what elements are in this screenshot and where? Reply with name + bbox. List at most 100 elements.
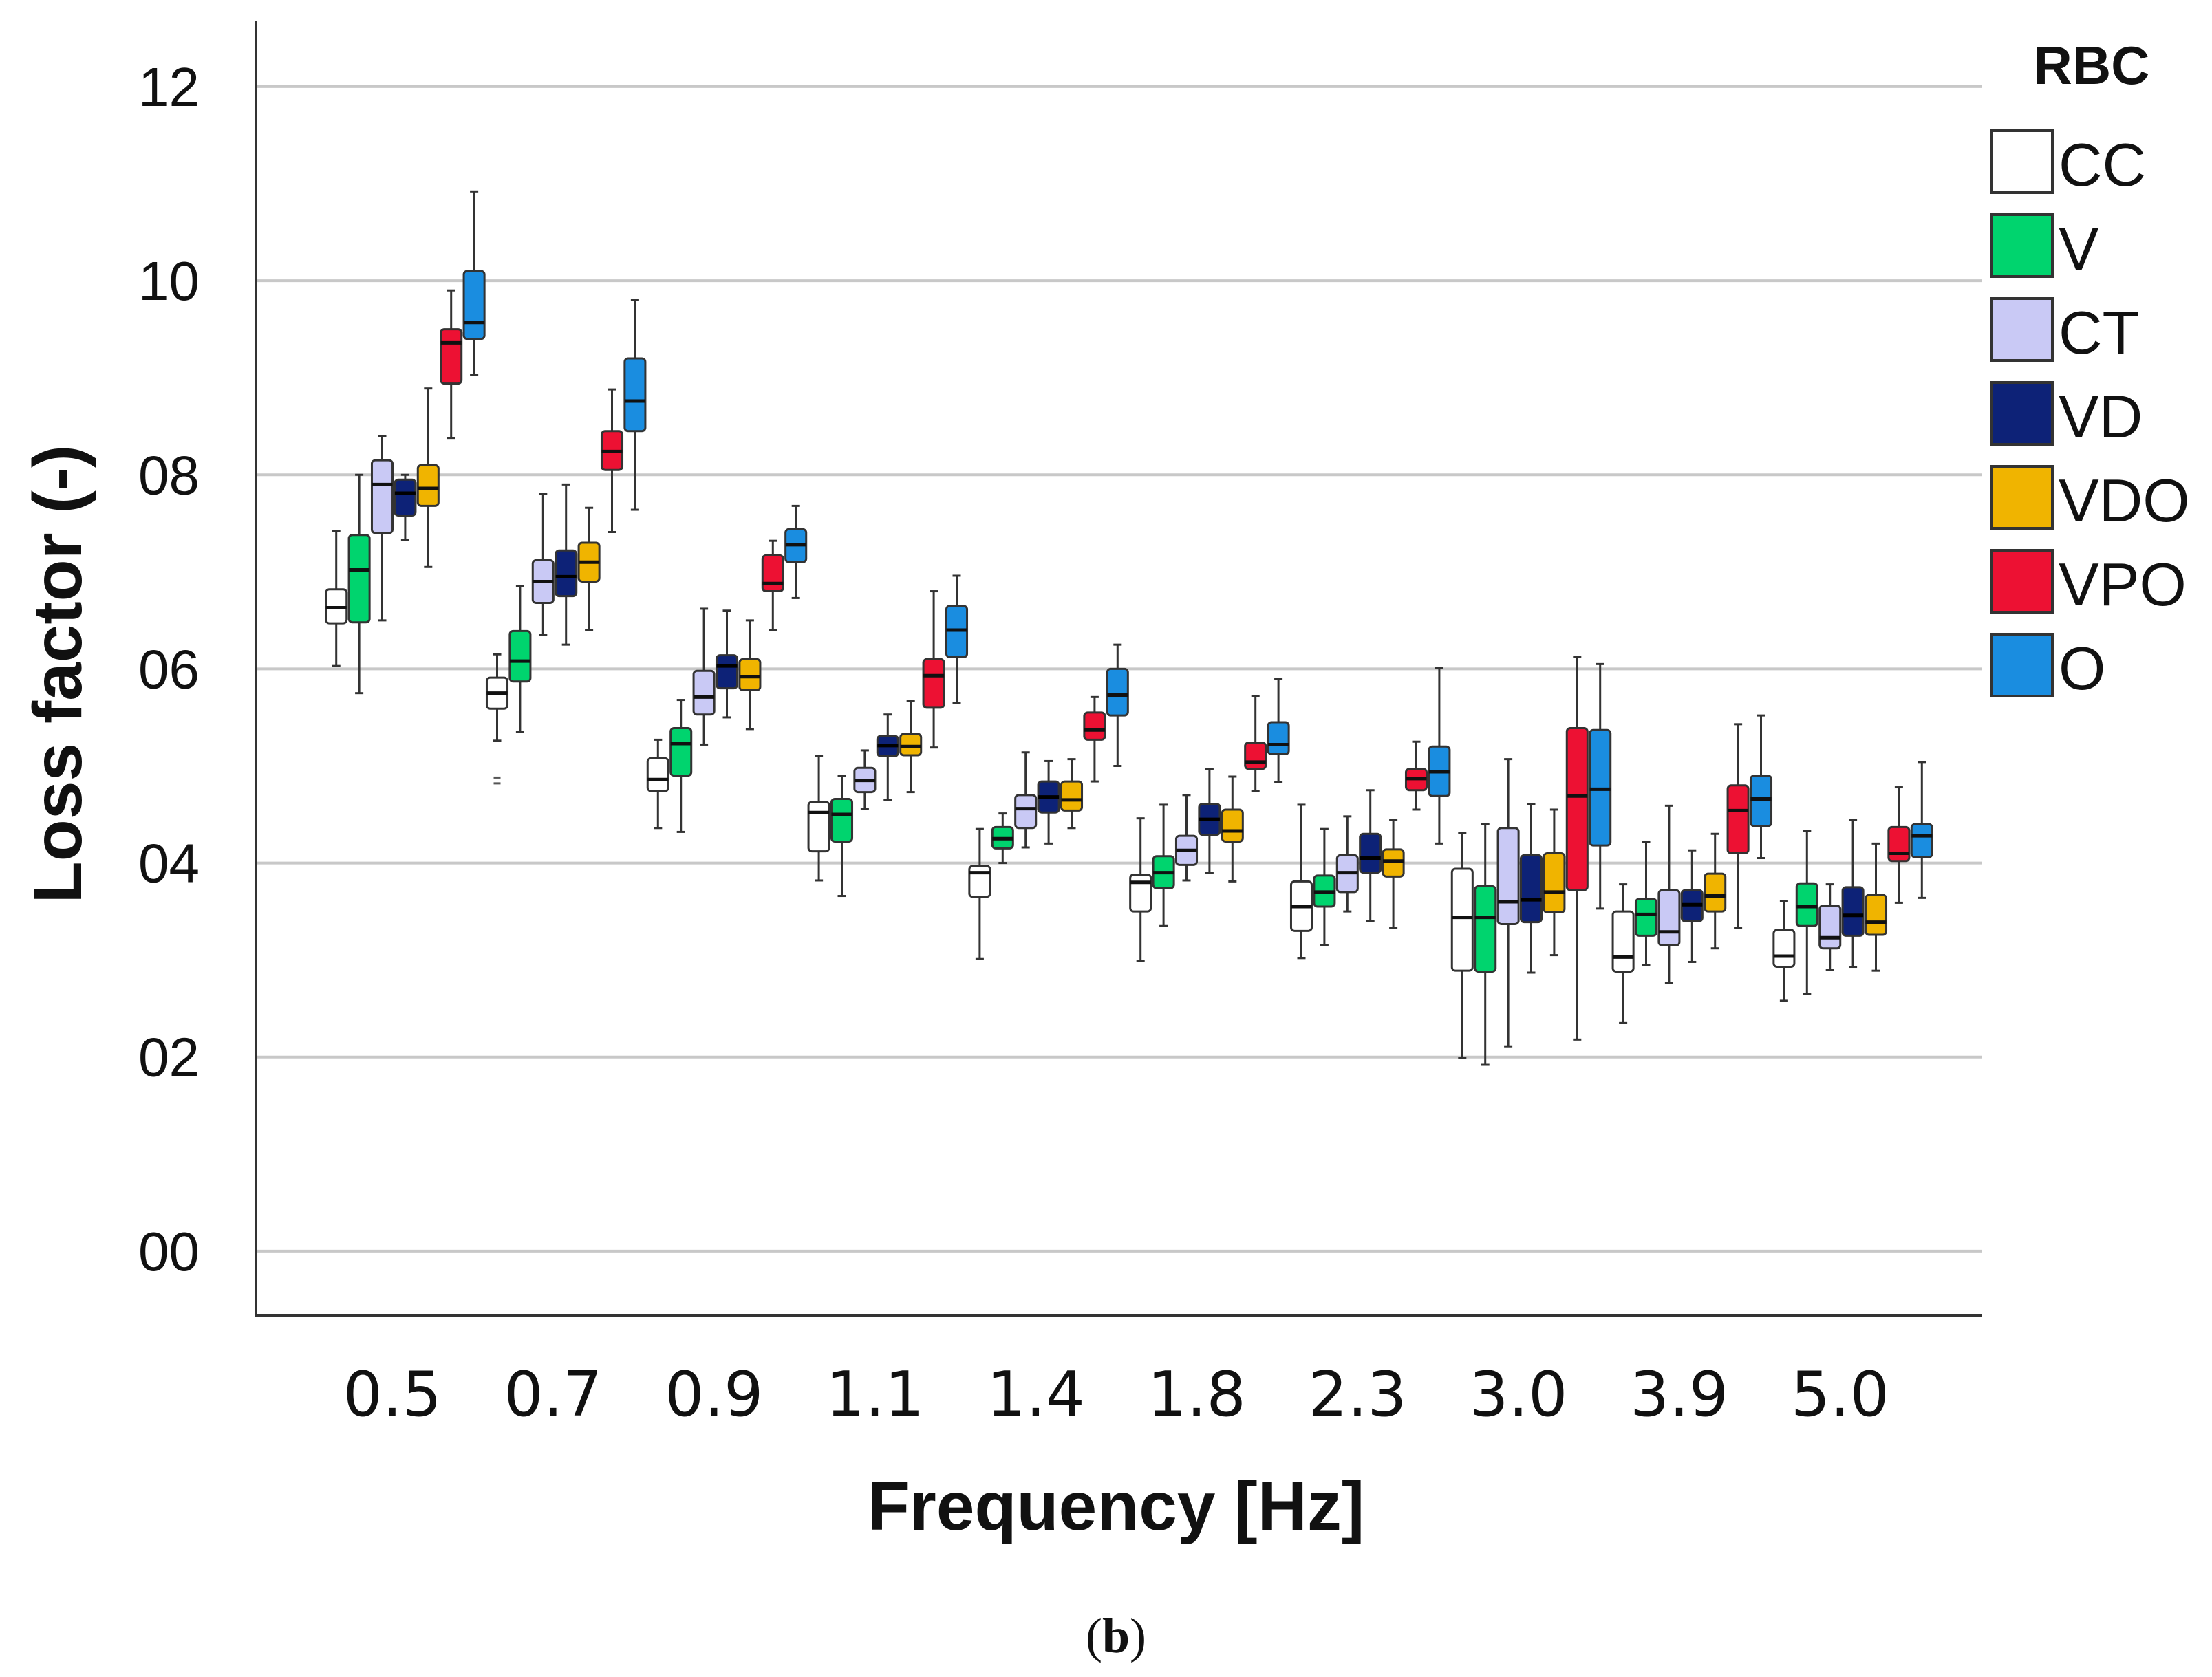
y-tick-labels: 00 02 04 06 08 10 12 <box>138 56 200 1282</box>
legend-item-o: O <box>1990 633 2105 702</box>
box-cc-0-9 <box>646 738 669 830</box>
legend-label-v: V <box>2059 215 2099 283</box>
box-o-1-4 <box>1106 643 1129 767</box>
box-vd-0-7 <box>555 483 578 646</box>
box-vpo-0-9 <box>761 539 784 631</box>
legend-swatch-v <box>1990 213 2054 278</box>
iqr-box-cc-1-1 <box>807 801 830 853</box>
legend-label-o: O <box>2059 634 2105 702</box>
box-ct-2-3 <box>1335 815 1359 913</box>
box-o-1-1 <box>945 574 969 704</box>
box-ct-0-5 <box>370 435 394 622</box>
x-tick-label-0-7: 0.7 <box>504 1359 602 1431</box>
legend-swatch-o <box>1990 633 2054 697</box>
box-vd-1-1 <box>876 713 899 801</box>
box-cc-0-7 <box>485 653 509 785</box>
y-tick-label-04: 04 <box>138 833 200 894</box>
box-v-1-1 <box>830 775 854 898</box>
box-vd-2-3 <box>1359 789 1382 922</box>
iqr-box-vpo-0-5 <box>440 328 463 385</box>
iqr-box-o-0-7 <box>623 357 647 433</box>
box-vpo-1-4 <box>1083 695 1106 783</box>
box-vpo-1-8 <box>1244 695 1267 792</box>
iqr-box-ct-3-9 <box>1657 889 1681 946</box>
box-vd-0-9 <box>715 609 739 719</box>
x-tick-labels: 0.5 0.7 0.9 1.1 1.4 1.8 2.3 3.0 3.9 5.0 <box>343 1359 1889 1431</box>
box-v-0-5 <box>347 473 371 695</box>
box-vd-0-5 <box>394 473 417 541</box>
iqr-box-vdo-0-5 <box>416 464 440 507</box>
x-tick-label-1-4: 1.4 <box>987 1359 1085 1431</box>
iqr-box-ct-5-0 <box>1818 905 1842 950</box>
box-ct-1-4 <box>1014 751 1038 849</box>
iqr-box-vdo-0-9 <box>738 658 762 691</box>
box-plot-marks <box>325 190 1933 1066</box>
iqr-box-vdo-3-9 <box>1704 872 1727 913</box>
iqr-box-vdo-3-0 <box>1543 852 1566 914</box>
box-cc-0-5 <box>325 530 348 667</box>
legend-swatch-vd <box>1990 381 2054 446</box>
box-cc-1-1 <box>807 755 830 882</box>
x-tick-label-1-1: 1.1 <box>826 1359 924 1431</box>
iqr-box-vpo-3-0 <box>1565 726 1589 891</box>
iqr-box-cc-5-0 <box>1772 929 1796 969</box>
iqr-box-cc-1-8 <box>1129 873 1152 913</box>
x-tick-label-0-5: 0.5 <box>343 1359 442 1431</box>
iqr-box-vd-5-0 <box>1841 886 1865 937</box>
iqr-box-cc-0-9 <box>646 757 669 792</box>
box-vpo-1-1 <box>922 590 945 749</box>
iqr-box-vpo-1-4 <box>1083 711 1106 741</box>
iqr-box-o-0-5 <box>462 270 486 340</box>
box-vd-3-9 <box>1680 849 1704 963</box>
iqr-box-v-0-7 <box>508 629 532 683</box>
iqr-box-vd-3-0 <box>1519 854 1543 924</box>
iqr-box-vpo-0-9 <box>761 554 784 593</box>
box-v-1-4 <box>991 812 1014 865</box>
box-ct-1-1 <box>853 749 877 810</box>
y-tick-label-02: 02 <box>138 1027 200 1088</box>
box-vdo-0-7 <box>577 506 601 631</box>
iqr-box-o-1-8 <box>1267 721 1290 756</box>
box-cc-5-0 <box>1772 900 1796 1002</box>
box-vdo-1-8 <box>1221 775 1244 883</box>
box-v-0-9 <box>669 699 693 833</box>
y-tick-label-08: 08 <box>138 444 200 506</box>
iqr-box-vd-0-5 <box>394 478 417 517</box>
box-o-0-7 <box>623 299 647 511</box>
figure-caption: (b) <box>1086 1608 1146 1663</box>
x-tick-label-3-9: 3.9 <box>1630 1359 1728 1431</box>
box-cc-3-0 <box>1450 832 1474 1059</box>
box-vdo-1-1 <box>899 700 923 794</box>
iqr-box-ct-3-0 <box>1496 827 1520 925</box>
box-vdo-3-9 <box>1704 832 1727 950</box>
x-tick-label-2-3: 2.3 <box>1308 1359 1406 1431</box>
box-vdo-1-4 <box>1060 758 1084 830</box>
box-ct-3-9 <box>1657 804 1681 985</box>
iqr-box-ct-0-5 <box>370 459 394 534</box>
box-vpo-0-7 <box>600 388 624 533</box>
caption-open-paren: ( <box>1086 1608 1102 1663</box>
legend: RBC CC V CT VD VDO VPO O <box>1990 35 2190 702</box>
iqr-box-o-1-4 <box>1106 667 1129 717</box>
box-v-2-3 <box>1313 827 1336 946</box>
box-vdo-3-0 <box>1543 808 1566 957</box>
legend-item-ct: CT <box>1990 297 2139 367</box>
iqr-box-o-3-9 <box>1749 775 1773 827</box>
box-v-0-7 <box>508 585 532 733</box>
legend-label-vdo: VDO <box>2059 466 2190 534</box>
box-vd-1-4 <box>1037 759 1060 845</box>
box-vdo-0-5 <box>416 387 440 568</box>
iqr-box-v-3-9 <box>1634 898 1658 937</box>
iqr-box-vpo-3-9 <box>1726 784 1750 854</box>
box-o-1-8 <box>1267 678 1290 783</box>
legend-item-v: V <box>1990 213 2099 283</box>
iqr-box-vdo-2-3 <box>1382 848 1405 878</box>
legend-label-vpo: VPO <box>2059 550 2187 618</box>
box-vpo-0-5 <box>440 289 463 440</box>
y-axis-title: Loss factor (-) <box>19 445 96 904</box>
box-o-5-0 <box>1910 761 1933 899</box>
box-v-1-8 <box>1152 803 1175 927</box>
x-tick-label-1-8: 1.8 <box>1148 1359 1246 1431</box>
iqr-box-vpo-5-0 <box>1887 825 1911 863</box>
iqr-box-vd-0-9 <box>715 654 739 690</box>
